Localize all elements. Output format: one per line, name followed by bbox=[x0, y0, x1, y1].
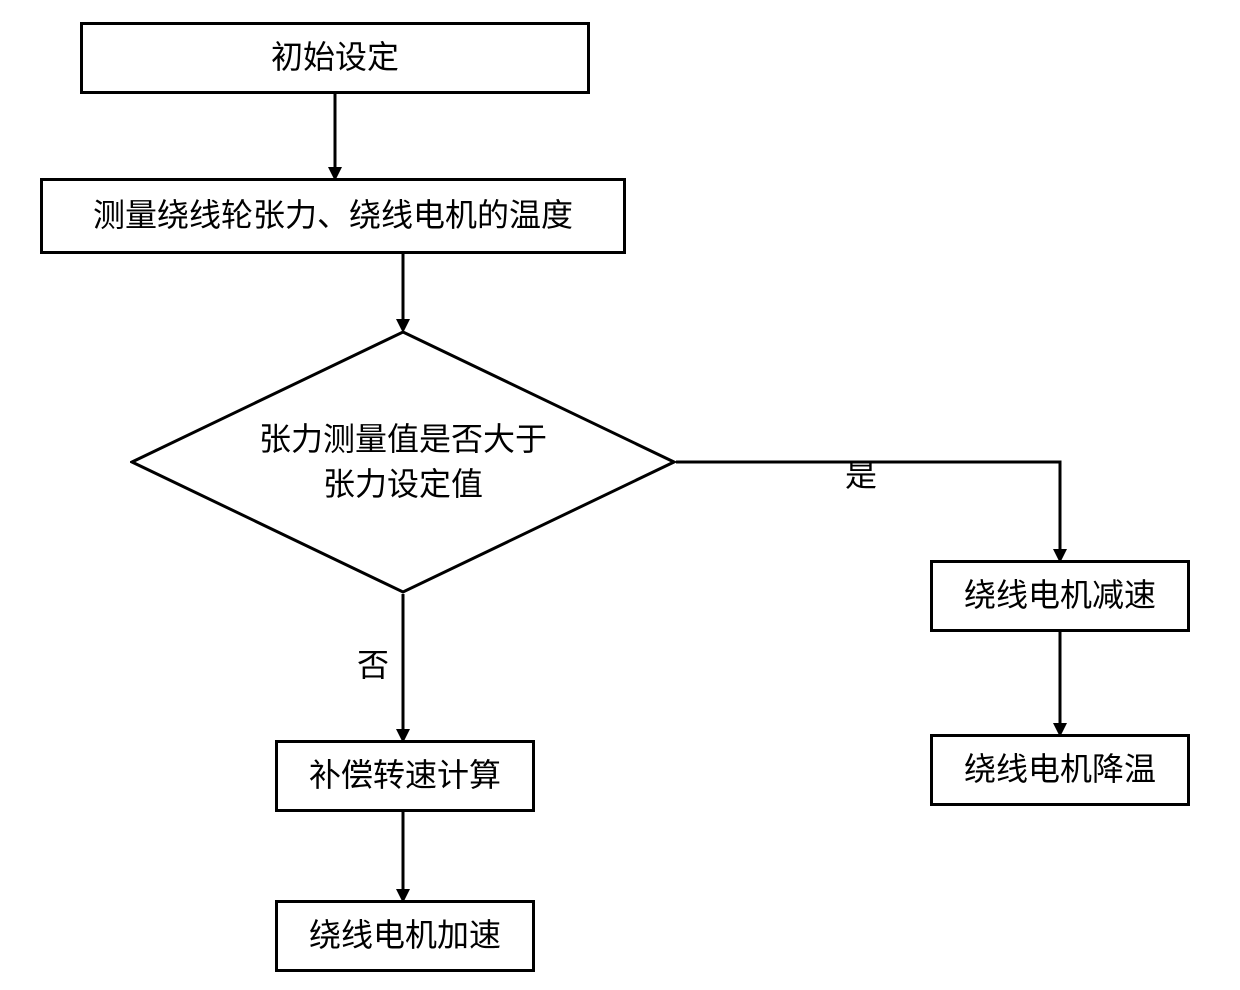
edge-n3-n4 bbox=[676, 462, 1060, 560]
flowchart-edges bbox=[0, 0, 1240, 990]
